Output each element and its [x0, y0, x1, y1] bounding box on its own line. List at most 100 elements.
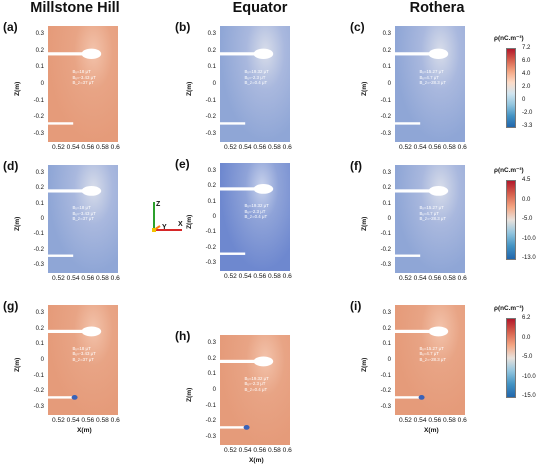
- y-tick-label: -0.2: [33, 388, 44, 395]
- x-axis-label: X(m): [77, 427, 92, 434]
- field-line: B_z=37 μT: [72, 80, 94, 86]
- field-values: Bₓ=15.27 μT Bᵧ=4.7 μT B_z=-28.3 μT: [420, 346, 447, 363]
- upper-sphere: [81, 186, 102, 196]
- colorbar-tick: -2.0: [522, 110, 533, 116]
- y-axis-label: Z(m): [361, 357, 368, 372]
- upper-sphere: [428, 186, 449, 196]
- y-axis-label: Z(m): [361, 81, 368, 96]
- colorbar: [506, 318, 516, 398]
- lower-rod: [48, 122, 74, 125]
- field-values: Bₓ=19.32 μT Bᵧ=-2.3 μT B_z=0.4 μT: [245, 376, 269, 393]
- colorbar-tick: -5.0: [522, 354, 533, 360]
- field-values: Bₓ=15.27 μT Bᵧ=4.7 μT B_z=-28.3 μT: [420, 205, 447, 222]
- charge-density-map: Bₓ=18 μT Bᵧ=-3.43 μT B_z=37 μT: [48, 165, 118, 273]
- y-axis-label: Z(m): [14, 216, 21, 231]
- colorbar-tick: 6.2: [522, 315, 531, 321]
- x-tick-labels: 0.52 0.54 0.56 0.58 0.6: [52, 144, 120, 151]
- colorbar-title: ρ(nC.m⁻³): [494, 35, 524, 42]
- charge-density-map: Bₓ=18 μT Bᵧ=-3.43 μT B_z=37 μT: [48, 26, 118, 142]
- lower-rod: [395, 254, 421, 257]
- y-tick-label: 0.1: [207, 371, 216, 378]
- upper-sphere: [81, 48, 102, 60]
- y-tick-label: 0.2: [382, 185, 391, 192]
- colorbar: [506, 48, 516, 128]
- y-tick-label: -0.1: [380, 231, 391, 238]
- panel-label: (h): [175, 329, 191, 343]
- y-tick-label: 0: [387, 216, 391, 222]
- y-tick-label: -0.2: [380, 388, 391, 395]
- y-tick-label: 0.2: [382, 47, 391, 54]
- x-axis-label: X(m): [424, 427, 439, 434]
- y-tick-label: -0.3: [33, 404, 44, 410]
- x-tick-labels: 0.52 0.54 0.56 0.58 0.6: [399, 417, 467, 424]
- y-tick-label: -0.3: [380, 131, 391, 137]
- colorbar-tick: 0.0: [522, 196, 531, 203]
- y-tick-label: 0.1: [207, 64, 216, 71]
- field-line: Bᵧ=4.7 μT: [419, 74, 439, 80]
- colorbar-title: ρ(nC.m⁻³): [494, 167, 524, 174]
- y-tick-label: 0.1: [35, 200, 44, 207]
- charge-density-map: Bₓ=15.27 μT Bᵧ=4.7 μT B_z=-28.3 μT: [395, 305, 465, 415]
- field-line: Bᵧ=4.7 μT: [419, 351, 439, 357]
- colorbar-tick: 7.2: [522, 45, 531, 51]
- y-tick-label: 0: [40, 357, 44, 363]
- y-tick-label: -0.2: [205, 418, 216, 425]
- y-tick-label: 0.3: [207, 31, 216, 37]
- lower-rod: [220, 252, 246, 255]
- axes-orientation-glyph: Z Y X: [152, 201, 183, 232]
- y-tick-label: -0.2: [380, 246, 391, 253]
- charge-density-map: Bₓ=19.32 μT Bᵧ=-2.3 μT B_z=0.4 μT: [220, 335, 290, 445]
- electrode-geometry: [395, 48, 449, 125]
- y-tick-label: -0.1: [33, 97, 44, 104]
- field-line: Bᵧ=-2.3 μT: [244, 74, 266, 80]
- y-tick-label: -0.2: [33, 246, 44, 253]
- y-tick-label: -0.1: [205, 402, 216, 409]
- y-tick-label: -0.3: [205, 131, 216, 137]
- field-line: Bᵧ=-3.43 μT: [72, 351, 96, 357]
- negative-charge-spot: [418, 395, 425, 400]
- figure-page: Millstone Hill Equator Rothera (a) Bₓ=18 μT B…: [3, 0, 536, 464]
- electrode-geometry: [220, 356, 274, 430]
- lower-rod: [48, 396, 74, 399]
- panel-label: (c): [350, 20, 365, 34]
- y-tick-label: 0.2: [35, 325, 44, 332]
- panel-label: (f): [350, 159, 362, 173]
- upper-rod: [395, 329, 434, 333]
- field-line: B_z=0.4 μT: [244, 386, 268, 392]
- y-tick-label: 0.1: [382, 64, 391, 71]
- panel-label: (e): [175, 157, 190, 171]
- y-tick-label: 0.2: [207, 183, 216, 190]
- y-tick-label: -0.3: [33, 262, 44, 268]
- y-tick-label: 0.2: [35, 185, 44, 192]
- field-line: Bₓ=15.27 μT: [419, 345, 444, 351]
- electrode-geometry: [395, 326, 449, 400]
- field-line: B_z=0.4 μT: [244, 80, 268, 86]
- y-tick-label: 0: [40, 216, 44, 222]
- y-tick-label: -0.1: [33, 372, 44, 379]
- y-tick-label: 0.3: [35, 310, 44, 316]
- lower-rod: [48, 254, 74, 257]
- y-tick-label: -0.3: [205, 434, 216, 440]
- y-tick-label: -0.1: [33, 231, 44, 238]
- field-line: Bₓ=19.32 μT: [244, 375, 269, 381]
- y-tick-label: -0.2: [205, 114, 216, 121]
- field-line: Bₓ=18 μT: [72, 68, 91, 74]
- charge-density-map: Bₓ=18 μT Bᵧ=-3.43 μT B_z=37 μT: [48, 305, 118, 415]
- upper-rod: [220, 359, 259, 363]
- y-axis-label: Z(m): [186, 81, 193, 96]
- field-line: Bₓ=15.27 μT: [419, 68, 444, 74]
- field-line: B_z=0.4 μT: [244, 214, 268, 220]
- field-values: Bₓ=18 μT Bᵧ=-3.43 μT B_z=37 μT: [73, 69, 96, 86]
- y-tick-label: -0.1: [205, 229, 216, 236]
- colorbar-tick: 4.0: [522, 71, 531, 77]
- axes-glyph-label-z: Z: [156, 201, 161, 208]
- colorbar: [506, 180, 516, 260]
- colorbar-tick: -3.3: [522, 123, 533, 129]
- colorbar-tick: 0: [522, 97, 526, 103]
- electrode-geometry: [48, 326, 102, 400]
- colorbar-tick: -15.0: [522, 393, 536, 399]
- y-tick-label: 0.2: [207, 47, 216, 54]
- x-tick-labels: 0.52 0.54 0.56 0.58 0.6: [224, 273, 292, 280]
- electrode-geometry: [395, 186, 449, 257]
- field-line: Bᵧ=4.7 μT: [419, 210, 439, 216]
